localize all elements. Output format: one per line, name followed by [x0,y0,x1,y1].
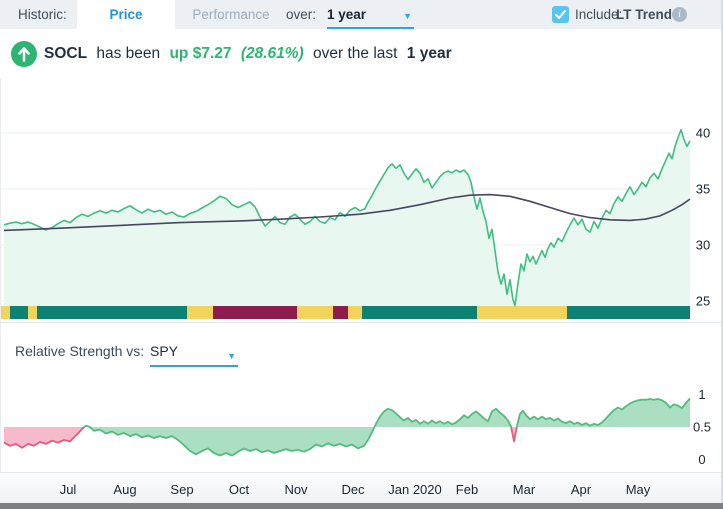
price-chart-svg: 25 30 35 40 [0,126,710,319]
tab-price[interactable]: Price [77,0,175,29]
y-axis-tick-label: 0 [698,452,705,467]
up-arrow-icon [11,41,37,67]
x-axis-label: Aug [113,482,137,497]
x-axis-label: Jan 2020 [388,482,442,497]
trend-strip-segment-up [10,306,28,319]
benchmark-dropdown-value: SPY [150,343,179,359]
trend-strip-segment-down [333,306,348,319]
trend-strip-segment-neutral [0,306,10,319]
y-axis-tick-label: 35 [696,182,710,197]
tab-performance-label: Performance [192,7,270,22]
tab-performance[interactable]: Performance [175,0,287,29]
headline-text-2: over the last [313,45,398,62]
over-label: over: [286,7,317,22]
rs-line-below [510,426,518,443]
price-line [3,128,691,307]
y-axis-tick-label: 25 [696,294,710,309]
y-axis-tick-label: 40 [696,126,710,141]
rs-line-above [515,397,691,428]
change-amount: up $7.27 [169,45,232,62]
period-dropdown[interactable]: 1 year [327,0,414,29]
price-area [4,129,690,306]
y-axis-tick-label: 30 [696,238,710,253]
period-dropdown-underline [327,27,414,29]
historic-label: Historic: [18,7,67,22]
trend-strip-segment-up [362,306,477,319]
x-axis-label: Mar [512,482,536,497]
change-percent: (28.61%) [240,45,304,62]
x-axis-label: Oct [228,482,250,497]
rs-area-above [516,398,690,427]
bottom-border [0,503,723,509]
trend-strip-segment-up [37,306,187,319]
benchmark-dropdown[interactable]: SPY [150,340,238,362]
trend-strip-segment-down [213,306,297,319]
trend-strip-segment-neutral [348,306,362,319]
lt-trend-line [3,193,691,232]
price-chart[interactable]: 25 30 35 40 [0,78,723,322]
x-axis-label: Jul [59,482,77,497]
y-axis-tick-label: 1 [698,387,705,402]
x-axis-label: Dec [341,482,365,497]
headline-period: 1 year [406,45,452,62]
left-border [0,78,1,472]
relative-strength-label: Relative Strength vs: [15,343,145,359]
benchmark-dropdown-underline [150,365,238,367]
trend-strip-segment-neutral [477,306,567,319]
trend-strip-segment-neutral [28,306,37,319]
rs-line-below [3,426,85,449]
period-dropdown-value: 1 year [327,7,367,22]
rs-area-below [4,427,85,448]
tab-price-label: Price [109,7,143,22]
headline-bar: SOCL has been up $7.27 (28.61%) over the… [0,29,723,78]
right-border [721,0,723,503]
trend-strip-segment-neutral [187,306,213,319]
info-icon[interactable] [672,7,687,22]
headline-text-1: has been [96,45,161,62]
rs-area-above [84,425,375,456]
x-axis-label: Feb [455,482,479,497]
toolbar: Historic: Price Performance over: 1 year… [0,0,723,29]
rs-line-above [373,407,512,428]
ticker: SOCL [44,45,88,62]
section-divider [0,322,723,323]
include-lt-trend-checkbox[interactable] [552,6,569,23]
rs-line-above [83,424,376,457]
x-axis-label: Apr [570,482,592,497]
x-axis: Jul Aug Sep Oct Nov Dec Jan 2020 Feb Mar Apr May [0,472,723,503]
x-axis-label: Sep [170,482,194,497]
lt-trend-label: LT Trend [616,7,672,22]
trend-strip-segment-neutral [297,306,333,319]
trend-strip-segment-up [567,306,690,319]
include-label: Include: [575,7,623,22]
relative-strength-svg: 00.51 [3,387,711,467]
y-axis-tick-label: 0.5 [693,420,711,435]
check-icon [555,10,566,19]
relative-strength-chart[interactable]: 0 0.5 1 [0,375,723,472]
relative-strength-header: Relative Strength vs: SPY [0,323,723,375]
chevron-down-icon [403,0,412,29]
x-axis-label: Nov [284,482,308,497]
x-axis-label: May [625,482,651,497]
headline-text: SOCL has been up $7.27 (28.61%) over the… [44,29,457,78]
